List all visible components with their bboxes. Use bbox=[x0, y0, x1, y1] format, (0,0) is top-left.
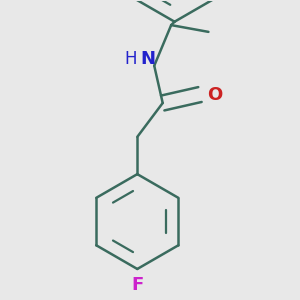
Text: N: N bbox=[140, 50, 155, 68]
Text: F: F bbox=[131, 276, 143, 294]
Text: O: O bbox=[207, 85, 222, 103]
Text: H: H bbox=[124, 50, 137, 68]
